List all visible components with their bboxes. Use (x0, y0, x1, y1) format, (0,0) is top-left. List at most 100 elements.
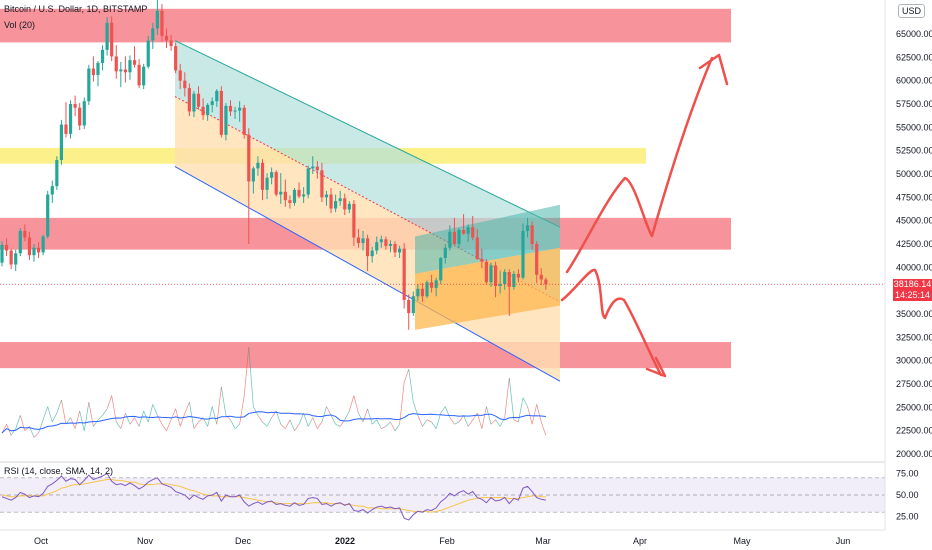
volume-segment (422, 419, 428, 427)
candle-body (137, 64, 141, 86)
price-tick-label: 60000.00 (896, 76, 932, 86)
candle-body (201, 106, 205, 116)
support-zone-low (0, 342, 731, 369)
volume-segment (120, 413, 126, 429)
candle-body (434, 280, 438, 288)
candle-body (439, 258, 443, 281)
volume-segment (248, 347, 254, 407)
candle-body (46, 194, 50, 237)
volume-segment (518, 397, 524, 423)
candle-body (4, 244, 9, 251)
volume-segment (522, 397, 528, 407)
regression-mid-line (174, 96, 561, 303)
rsi-tick-label: 75.00 (896, 469, 919, 479)
candle-body (242, 107, 246, 135)
candle-body (484, 261, 489, 283)
candle-body (334, 201, 338, 209)
volume-segment (134, 417, 140, 427)
last-price-badge: 38186.14 (893, 279, 932, 290)
candle-body (50, 186, 54, 195)
candle-body (525, 225, 530, 231)
volume-segment (490, 419, 496, 425)
volume-segment (51, 413, 58, 423)
volume-segment (24, 426, 30, 432)
volume-segment (93, 419, 99, 427)
time-label: 2022 (335, 536, 355, 546)
candle-body (420, 288, 425, 297)
candle-body (384, 239, 388, 246)
volume-segment (495, 419, 501, 427)
volume-segment (504, 377, 510, 418)
volume-segment (390, 421, 396, 431)
candle-body (41, 236, 45, 253)
volume-segment (166, 419, 172, 431)
volume-segment (147, 404, 154, 423)
candle-body (452, 231, 457, 244)
candle-body (388, 244, 393, 246)
price-tick-label: 40000.00 (896, 262, 932, 272)
rsi-line (1, 472, 546, 521)
volume-segment (531, 404, 538, 425)
candle-body (507, 272, 511, 287)
candle-body (411, 296, 415, 314)
candle-body (119, 69, 123, 72)
candle-body (416, 288, 420, 297)
candle-body (260, 162, 265, 190)
candle-body (183, 80, 187, 89)
candle-body (443, 247, 447, 258)
volume-segment (262, 421, 268, 427)
candlestick-series (0, 0, 885, 330)
candle-body (151, 28, 155, 41)
candle-body (0, 244, 4, 263)
volume-segment (403, 369, 410, 383)
volume-segment (540, 421, 547, 436)
volume-segment (83, 402, 90, 431)
price-axis: 65000.00 62500.00 60000.00 57500.00 55000.00… (884, 0, 932, 530)
candle-body (448, 231, 452, 248)
rsi-indicator-label: RSI (14, close, SMA, 14, 2) (4, 466, 114, 476)
price-tick-label: 45000.00 (896, 216, 932, 226)
candle-body (91, 68, 95, 76)
price-tick-label: 32500.00 (896, 332, 932, 342)
candle-body (320, 170, 324, 198)
volume-segment (42, 406, 49, 420)
candle-body (397, 248, 402, 253)
volume-segment (102, 408, 108, 416)
candle-body (425, 282, 429, 297)
resistance-zone-top (0, 8, 731, 43)
candle-body (324, 194, 329, 198)
candle-body (544, 279, 548, 285)
volume-segment (143, 410, 149, 423)
volume-segment (326, 406, 332, 416)
currency-button[interactable]: USD (898, 4, 926, 18)
candle-body (132, 60, 137, 65)
candle-body (475, 237, 479, 259)
candle-body (306, 168, 310, 195)
price-tick-label: 57500.00 (896, 99, 932, 109)
candle-body (274, 172, 278, 195)
candle-body (311, 166, 315, 169)
time-label: May (733, 536, 751, 546)
candle-body (73, 104, 77, 108)
candle-body (498, 284, 502, 286)
volume-segment (179, 413, 186, 427)
candle-body (196, 93, 201, 107)
volume-segment (376, 419, 382, 429)
candle-body (279, 191, 283, 195)
volume-segment (394, 424, 400, 431)
candle-body (379, 239, 383, 243)
candle-body (516, 273, 521, 278)
volume-segment (88, 402, 94, 427)
candle-body (155, 10, 159, 29)
candle-body (114, 56, 118, 72)
candle-body (169, 40, 173, 47)
volume-segment (193, 421, 199, 429)
candle-body (174, 46, 178, 71)
price-tick-label: 62500.00 (896, 52, 932, 62)
candle-body (457, 230, 461, 244)
price-tick-label: 25000.00 (896, 402, 932, 412)
time-axis: Oct Nov Dec 2022 Feb Mar Apr May Jun (0, 529, 885, 546)
volume-segment (253, 406, 259, 416)
volume-segment (125, 413, 131, 425)
